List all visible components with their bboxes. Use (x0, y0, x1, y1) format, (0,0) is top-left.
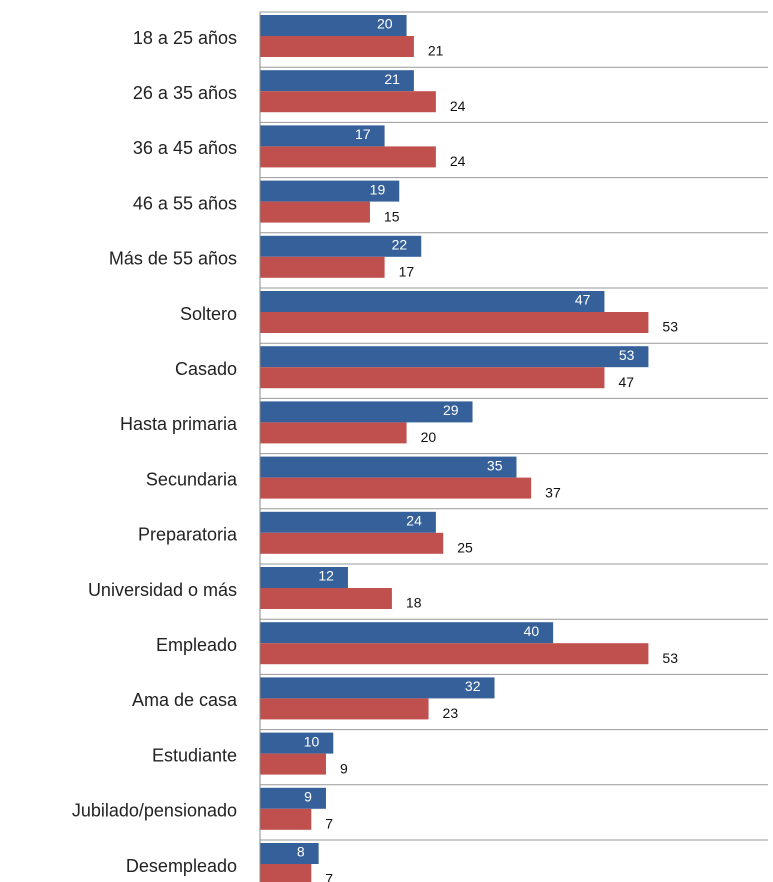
value-label: 8 (297, 844, 305, 860)
category-label: 18 a 25 años (133, 28, 237, 48)
value-label: 53 (662, 650, 678, 666)
category-label: Ama de casa (132, 690, 238, 710)
bar (260, 70, 414, 92)
bar (260, 125, 385, 147)
bar (260, 677, 495, 699)
value-label: 24 (406, 513, 422, 529)
value-label: 17 (399, 264, 415, 280)
value-label: 21 (428, 43, 444, 59)
category-label: Jubilado/pensionado (72, 801, 237, 821)
category-label: Universidad o más (88, 580, 237, 600)
bar (260, 864, 312, 882)
category-label: Desempleado (126, 856, 237, 876)
bar (260, 698, 429, 720)
value-label: 7 (325, 816, 333, 832)
bar (260, 843, 319, 864)
bar (260, 787, 326, 809)
value-label: 9 (340, 760, 348, 776)
bar (260, 367, 605, 389)
value-label: 18 (406, 595, 422, 611)
value-label: 37 (545, 484, 561, 500)
value-label: 17 (355, 126, 371, 142)
category-label: 26 a 35 años (133, 83, 237, 103)
value-label: 35 (487, 457, 503, 473)
category-label: Casado (175, 359, 237, 379)
bar (260, 732, 334, 754)
bar (260, 622, 554, 644)
bar (260, 477, 532, 499)
bar (260, 312, 649, 333)
value-label: 24 (450, 153, 466, 169)
bar (260, 36, 414, 57)
bar (260, 511, 436, 533)
bar (260, 346, 649, 368)
value-label: 21 (384, 71, 400, 87)
bar (260, 401, 473, 423)
value-label: 53 (662, 319, 678, 335)
bar (260, 532, 444, 554)
value-label: 7 (325, 871, 333, 882)
value-label: 53 (619, 347, 635, 363)
value-label: 20 (377, 16, 393, 32)
category-label: 36 a 45 años (133, 138, 237, 158)
bar (260, 808, 312, 830)
value-label: 40 (524, 623, 540, 639)
value-label: 10 (304, 733, 320, 749)
bar (260, 422, 407, 444)
bar (260, 456, 517, 478)
value-label: 15 (384, 208, 400, 224)
value-label: 22 (392, 237, 408, 253)
value-label: 19 (370, 181, 386, 197)
category-label: Estudiante (152, 745, 237, 765)
category-label: Soltero (180, 304, 237, 324)
value-label: 47 (575, 292, 591, 308)
bar (260, 235, 422, 257)
category-label: Empleado (156, 635, 237, 655)
bar (260, 291, 605, 312)
category-label: Hasta primaria (120, 414, 238, 434)
bar (260, 91, 436, 113)
value-label: 20 (421, 429, 437, 445)
category-label: Secundaria (146, 469, 238, 489)
category-label: Preparatoria (138, 525, 238, 545)
value-label: 23 (443, 705, 459, 721)
category-label: 46 a 55 años (133, 193, 237, 213)
bar (260, 201, 370, 223)
bar (260, 567, 348, 588)
bar (260, 588, 392, 609)
value-label: 9 (304, 789, 312, 805)
value-label: 24 (450, 98, 466, 114)
bar (260, 256, 385, 278)
bar (260, 753, 326, 775)
bar (260, 643, 649, 665)
bar (260, 15, 407, 36)
value-label: 25 (457, 540, 473, 556)
bar (260, 180, 400, 202)
bar (260, 146, 436, 168)
value-label: 12 (318, 568, 334, 584)
category-label: Más de 55 años (109, 249, 237, 269)
value-label: 32 (465, 678, 481, 694)
value-label: 47 (618, 374, 634, 390)
value-label: 29 (443, 402, 459, 418)
